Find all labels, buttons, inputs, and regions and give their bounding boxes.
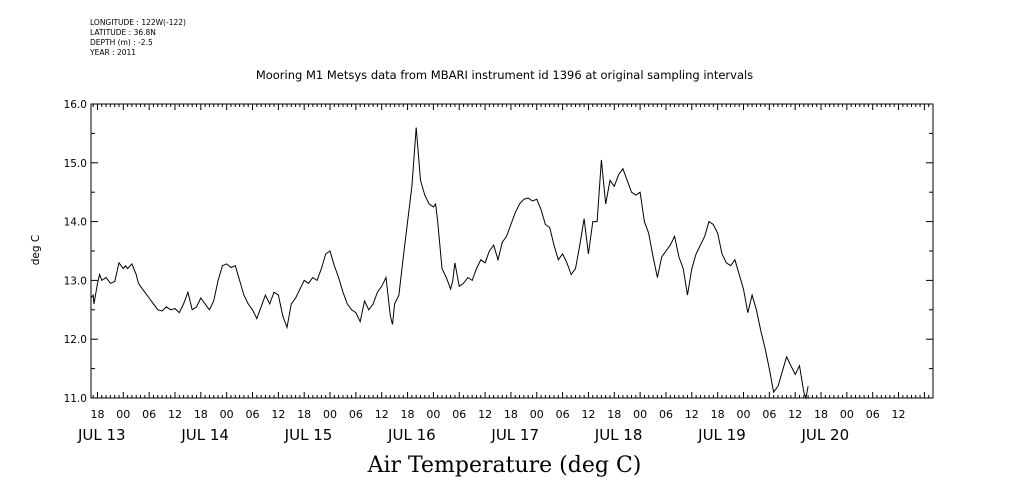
x-hour-label: 06 [556, 408, 570, 421]
x-date-label: JUL 15 [284, 426, 333, 444]
x-hour-label: 18 [711, 408, 725, 421]
x-hour-label: 00 [116, 408, 130, 421]
x-hour-label: 12 [168, 408, 182, 421]
x-hour-label: 00 [220, 408, 234, 421]
x-hour-label: 00 [736, 408, 750, 421]
x-hour-label: 06 [866, 408, 880, 421]
x-hour-label: 12 [685, 408, 699, 421]
x-hour-label: 18 [90, 408, 104, 421]
x-hour-label: 18 [401, 408, 415, 421]
x-date-label: JUL 19 [697, 426, 746, 444]
x-date-label: JUL 18 [594, 426, 643, 444]
x-date-label: JUL 20 [801, 426, 850, 444]
y-tick-label: 14.0 [64, 217, 87, 229]
x-hour-label: 06 [762, 408, 776, 421]
plot-frame [90, 103, 934, 399]
x-hour-label: 18 [607, 408, 621, 421]
x-hour-label: 18 [814, 408, 828, 421]
x-date-label: JUL 16 [387, 426, 436, 444]
x-hour-label: 00 [633, 408, 647, 421]
x-hour-label: 06 [452, 408, 466, 421]
x-hour-label: 06 [349, 408, 363, 421]
x-hour-label: 18 [504, 408, 518, 421]
y-tick-label: 11.0 [64, 393, 87, 405]
longitude-text: LONGITUDE : 122W(-122) [90, 18, 186, 27]
metadata-block: LONGITUDE : 122W(-122) LATITUDE : 36.8N … [90, 18, 186, 58]
x-hour-label: 12 [271, 408, 285, 421]
year-text: YEAR : 2011 [90, 48, 137, 57]
x-hour-label: 12 [478, 408, 492, 421]
x-hour-label: 06 [142, 408, 156, 421]
series-line [90, 127, 809, 400]
x-hour-label: 00 [840, 408, 854, 421]
y-axis-label: deg C [30, 234, 42, 266]
x-date-label: JUL 17 [490, 426, 539, 444]
depth-text: DEPTH (m) : -2.5 [90, 38, 153, 47]
x-hour-label: 06 [659, 408, 673, 421]
x-hour-label: 00 [323, 408, 337, 421]
x-hour-label: 06 [246, 408, 260, 421]
y-tick-label: 13.0 [64, 275, 87, 287]
chart-title: Mooring M1 Metsys data from MBARI instru… [255, 68, 754, 82]
x-hour-label: 18 [194, 408, 208, 421]
x-hour-label: 12 [788, 408, 802, 421]
x-hour-label: 00 [426, 408, 440, 421]
x-axis-label: Air Temperature (deg C) [367, 453, 642, 478]
x-hour-label: 12 [892, 408, 906, 421]
y-tick-label: 15.0 [64, 158, 87, 170]
x-hour-label: 12 [581, 408, 595, 421]
y-tick-label: 16.0 [64, 99, 87, 111]
y-tick-label: 12.0 [64, 334, 87, 346]
x-hour-label: 18 [297, 408, 311, 421]
x-date-label: JUL 14 [180, 426, 229, 444]
x-hour-label: 12 [375, 408, 389, 421]
x-hour-label: 00 [530, 408, 544, 421]
x-date-label: JUL 13 [77, 426, 126, 444]
latitude-text: LATITUDE : 36.8N [90, 28, 156, 37]
